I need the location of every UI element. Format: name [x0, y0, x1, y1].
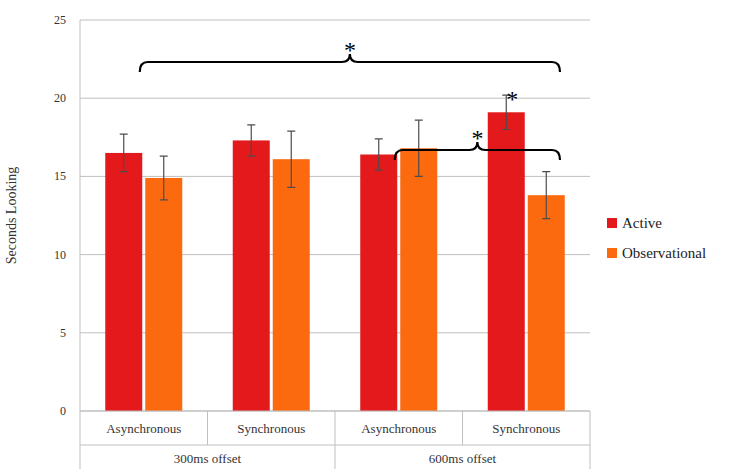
- legend-swatch: [607, 248, 617, 258]
- error-bar: [120, 134, 128, 172]
- bar: [360, 155, 397, 411]
- bar: [400, 148, 437, 411]
- category-separator: [80, 411, 81, 469]
- category-separator: [207, 411, 208, 445]
- annotation: *: [506, 86, 518, 112]
- chart: 0 5 10 15 20 25 Seconds Looking Asynchronous Syn…: [0, 0, 748, 470]
- error-bar: [160, 156, 168, 200]
- category-separator: [462, 411, 463, 445]
- x-tick-label: Synchronous: [492, 421, 560, 436]
- group-separator: [335, 411, 336, 469]
- bar: [488, 112, 525, 411]
- x-tick-label: Asynchronous: [361, 421, 436, 436]
- group-label: 300ms offset: [174, 451, 242, 466]
- y-tick-label: 25: [54, 13, 66, 27]
- y-tick-label: 0: [60, 404, 66, 418]
- bar: [528, 195, 565, 411]
- bar: [145, 178, 182, 411]
- y-tick-label: 10: [54, 248, 66, 262]
- bar: [273, 159, 310, 411]
- group-label: 600ms offset: [429, 451, 497, 466]
- grid-line: [80, 20, 590, 21]
- y-tick-label: 15: [54, 169, 66, 183]
- error-bar: [287, 131, 295, 187]
- group-separator: [590, 411, 591, 469]
- legend-label: Observational: [622, 245, 706, 261]
- y-tick-label: 5: [60, 326, 66, 340]
- annotation: *: [344, 37, 356, 63]
- y-axis-label: Seconds Looking: [4, 167, 19, 265]
- y-axis-line: [80, 20, 81, 411]
- bar: [105, 153, 142, 411]
- y-tick-label: 20: [54, 91, 66, 105]
- bars: [105, 95, 565, 411]
- legend-label: Active: [622, 215, 662, 231]
- x-tick-label: Asynchronous: [106, 421, 181, 436]
- error-bar: [247, 125, 255, 156]
- error-bar: [415, 120, 423, 176]
- error-bar: [375, 139, 383, 170]
- annotation: *: [471, 125, 483, 151]
- legend-swatch: [607, 218, 617, 228]
- x-tick-label: Synchronous: [237, 421, 305, 436]
- error-bar: [542, 172, 550, 219]
- bar: [233, 140, 270, 411]
